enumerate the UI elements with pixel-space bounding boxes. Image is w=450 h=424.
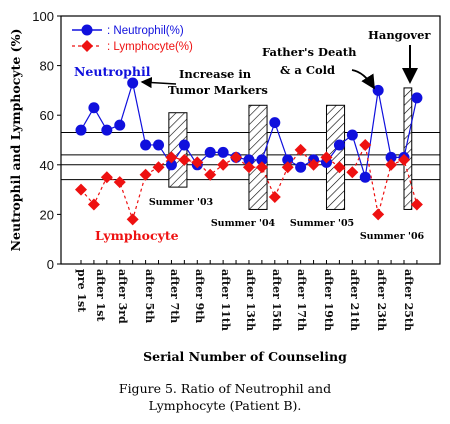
x-category-label: after 7th: [168, 269, 181, 323]
data-point: [230, 151, 243, 164]
data-point: [243, 154, 255, 166]
data-point: [165, 159, 177, 171]
data-point: [242, 161, 255, 174]
data-point: [281, 161, 294, 174]
data-point: [139, 168, 152, 181]
data-point: [113, 176, 126, 189]
data-point: [333, 139, 345, 151]
data-point: [152, 161, 165, 174]
annotation-text: Hangover: [368, 28, 431, 42]
y-axis-label: Neutrophil and Lymphocyte (%): [8, 29, 23, 252]
x-category-label: after 3rd: [116, 269, 129, 324]
annotations: Neutrophil Lymphocyte Increase in Tumor Mar…: [74, 28, 431, 243]
y-tick-label: 40: [40, 158, 54, 173]
legend: : Neutrophil(%) : Lymphocyte(%): [72, 24, 193, 53]
data-point: [385, 151, 397, 163]
annotation-text: Lymphocyte: [95, 228, 179, 243]
y-tick-label: 0: [47, 257, 54, 272]
x-category-label: after 21th: [348, 269, 361, 331]
annotation-arrow: [351, 69, 375, 90]
plot-frame: [60, 15, 441, 265]
annotation-text: & a Cold: [280, 63, 335, 77]
data-point: [398, 153, 410, 166]
data-point: [411, 92, 423, 104]
data-point: [127, 77, 139, 89]
y-tick-label: 100: [32, 9, 54, 24]
x-category-label: after 9th: [193, 269, 206, 323]
band-label: Summer '05: [290, 218, 354, 229]
legend-marker: [81, 40, 93, 52]
band-label: Summer '04: [211, 218, 276, 229]
caption-line-2: Lymphocyte (Patient B).: [148, 398, 302, 413]
x-category-label: after 11th: [219, 269, 232, 331]
x-category-label: after 5th: [143, 269, 156, 323]
data-point: [88, 102, 100, 114]
data-point: [153, 139, 165, 151]
data-point: [140, 139, 152, 151]
x-axis-ticks: [80, 260, 418, 264]
data-point: [346, 166, 359, 179]
data-point: [320, 151, 333, 164]
x-category-label: after 1st: [94, 269, 107, 322]
x-category-label: pre 1st: [75, 269, 88, 313]
x-category-label: after 23th: [375, 269, 388, 331]
band-label: Summer '06: [360, 231, 425, 242]
x-axis-label: Serial Number of Counseling: [143, 349, 347, 364]
y-axis-ticks: 0 20 40 60 80 100: [32, 9, 61, 272]
data-point: [410, 198, 423, 211]
data-point: [100, 171, 113, 184]
x-category-label: after 13th: [244, 269, 257, 331]
legend-label: : Lymphocyte(%): [107, 41, 193, 53]
data-point: [75, 183, 87, 196]
annotation-text: Father's Death: [262, 45, 357, 59]
x-category-label: after 19th: [322, 269, 335, 331]
data-point: [178, 139, 190, 151]
data-point: [346, 129, 358, 141]
annotation-text: Tumor Markers: [168, 83, 268, 97]
data-point: [359, 171, 371, 183]
data-point: [204, 168, 217, 181]
x-category-label: after 25th: [402, 269, 415, 331]
data-point: [126, 213, 139, 226]
data-point: [101, 124, 113, 136]
data-point: [372, 208, 385, 221]
caption-line-1: Figure 5. Ratio of Neutrophil and: [118, 381, 332, 396]
data-point: [217, 146, 229, 158]
y-tick-label: 80: [40, 59, 54, 74]
data-point: [294, 143, 307, 156]
data-point: [359, 138, 372, 151]
legend-label: : Neutrophil(%): [107, 25, 184, 37]
annotation-arrow: [140, 76, 177, 89]
data-point: [385, 158, 398, 171]
data-point: [217, 158, 230, 171]
data-point: [165, 151, 178, 164]
data-point: [178, 153, 191, 166]
data-point: [295, 161, 307, 173]
data-point: [114, 119, 126, 131]
annotation-text: Increase in: [179, 67, 252, 81]
data-point: [255, 161, 268, 174]
data-point: [268, 191, 281, 204]
data-point: [307, 158, 320, 171]
x-category-label: after 17th: [295, 269, 308, 331]
band-label: Summer '03: [149, 197, 213, 208]
data-point: [204, 146, 216, 158]
data-point: [75, 124, 87, 136]
data-point: [372, 84, 384, 96]
y-tick-label: 60: [40, 108, 54, 123]
annotation-text: Neutrophil: [74, 64, 151, 79]
data-point: [269, 117, 281, 129]
data-point: [191, 156, 204, 169]
x-category-labels: pre 1st after 1st after 3rd after 5th after …: [75, 269, 415, 331]
legend-marker: [81, 24, 93, 36]
x-category-label: after 15th: [270, 269, 283, 331]
y-tick-label: 20: [40, 207, 54, 222]
series-layer: [75, 77, 423, 226]
data-point: [333, 161, 346, 174]
hatched-band: [403, 87, 413, 210]
data-point: [256, 154, 268, 166]
data-point: [87, 198, 100, 211]
